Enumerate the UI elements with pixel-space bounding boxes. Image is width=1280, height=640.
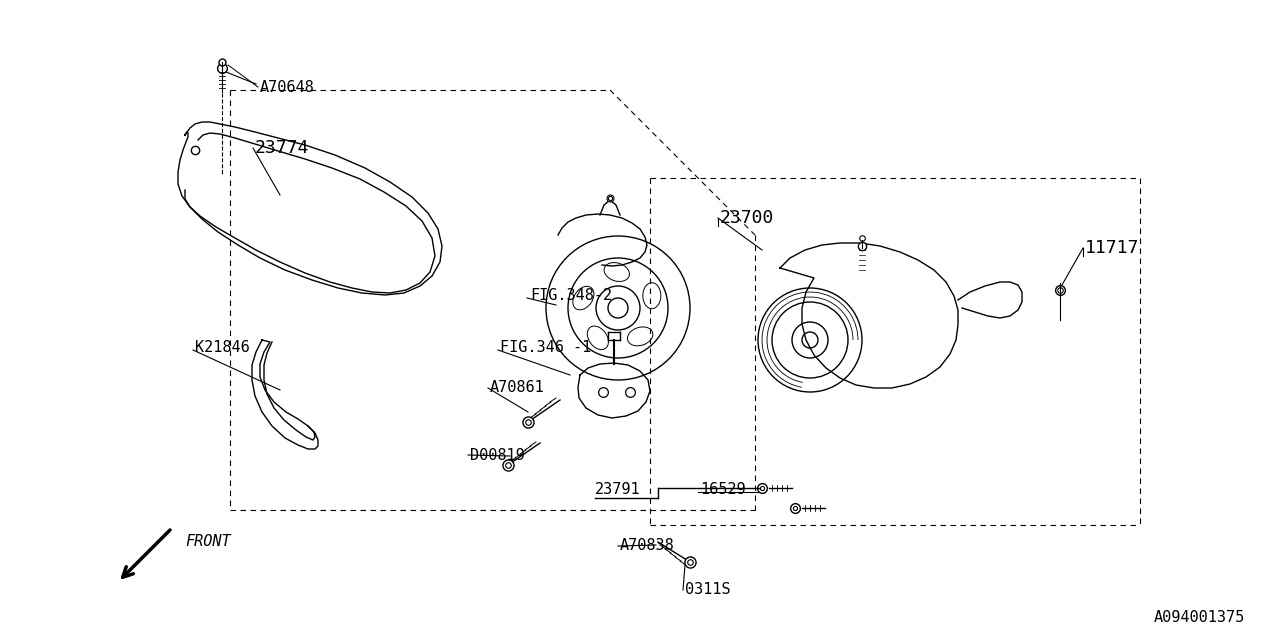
Text: 16529: 16529 bbox=[700, 483, 746, 497]
Text: A70648: A70648 bbox=[260, 79, 315, 95]
Text: 11717: 11717 bbox=[1085, 239, 1139, 257]
Text: A094001375: A094001375 bbox=[1153, 610, 1245, 625]
Text: A70838: A70838 bbox=[620, 538, 675, 554]
Text: 0311S: 0311S bbox=[685, 582, 731, 598]
Text: FRONT: FRONT bbox=[186, 534, 230, 550]
Text: FIG.348-2: FIG.348-2 bbox=[530, 287, 612, 303]
Text: K21846: K21846 bbox=[195, 340, 250, 355]
Text: FIG.346 -1: FIG.346 -1 bbox=[500, 340, 591, 355]
Text: 23791: 23791 bbox=[595, 483, 640, 497]
Text: D00819: D00819 bbox=[470, 447, 525, 463]
Text: 23774: 23774 bbox=[255, 139, 310, 157]
Text: 23700: 23700 bbox=[719, 209, 774, 227]
Text: A70861: A70861 bbox=[490, 381, 545, 396]
